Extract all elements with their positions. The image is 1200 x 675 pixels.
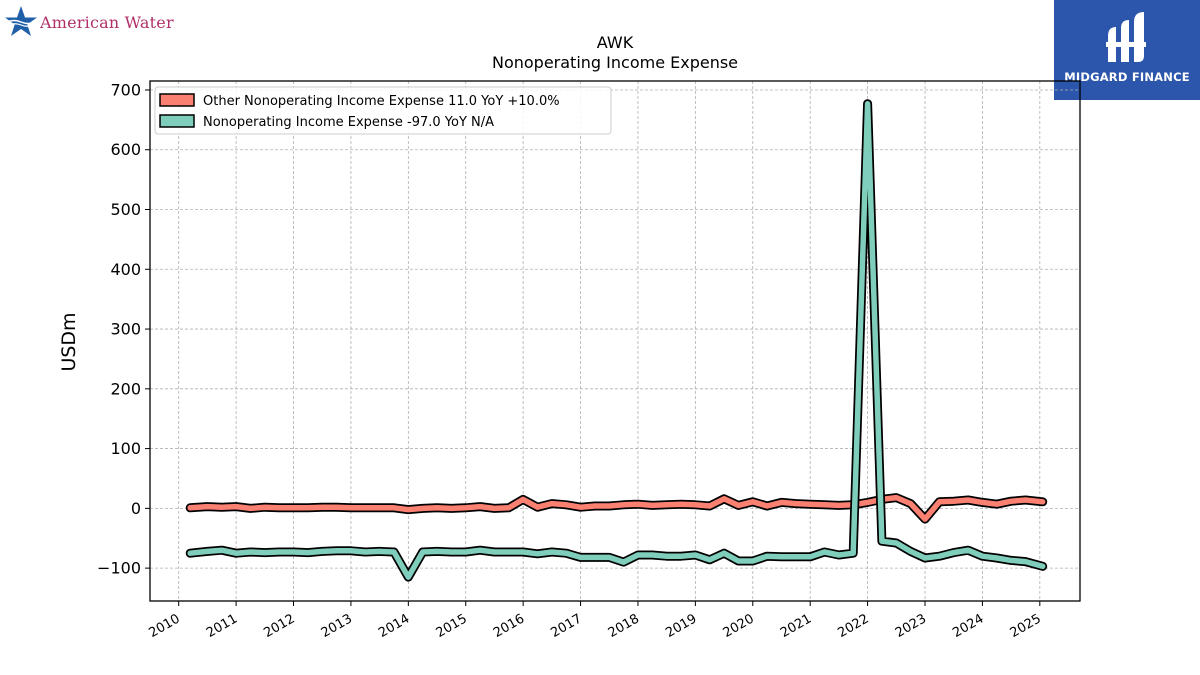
y-axis: −100 0 100 200 300 400 500 600 700 xyxy=(97,80,150,578)
american-water-logo: American Water xyxy=(4,4,174,40)
y-tick-label: 0 xyxy=(131,499,141,518)
y-tick-label: −100 xyxy=(97,559,141,578)
midgard-finance-logo: MIDGARD FINANCE xyxy=(1054,0,1200,100)
y-tick-label: 200 xyxy=(110,379,141,398)
legend-label-other-nonoperating: Other Nonoperating Income Expense 11.0 Y… xyxy=(203,94,560,109)
series-line-nonoperating xyxy=(187,100,1046,580)
x-tick-label: 2017 xyxy=(548,611,584,641)
legend-swatch-nonoperating xyxy=(159,114,195,128)
y-tick-label: 700 xyxy=(110,80,141,99)
midgard-finance-logo-text: MIDGARD FINANCE xyxy=(1064,70,1190,84)
chart-title: AWK xyxy=(597,33,634,52)
x-tick-label: 2018 xyxy=(606,611,642,641)
y-tick-label: 100 xyxy=(110,439,141,458)
grid xyxy=(150,81,1080,601)
legend-label-nonoperating: Nonoperating Income Expense -97.0 YoY N/… xyxy=(203,115,494,130)
plot-frame xyxy=(149,80,1081,602)
x-tick-label: 2016 xyxy=(491,611,527,641)
star-logo-icon xyxy=(5,6,37,36)
chart-subtitle: Nonoperating Income Expense xyxy=(492,53,738,72)
x-tick-label: 2010 xyxy=(147,611,183,641)
legend-swatch-other-nonoperating xyxy=(159,93,195,107)
y-axis-label: USDm xyxy=(58,312,80,371)
x-tick-label: 2022 xyxy=(835,611,871,641)
series-line-other-nonoperating xyxy=(187,494,1046,522)
x-axis: 2010 2011 2012 2013 2014 2015 2016 2017 2018 2019… xyxy=(147,601,1044,641)
x-tick-label: 2021 xyxy=(778,611,814,641)
legend: Other Nonoperating Income Expense 11.0 Y… xyxy=(154,86,612,135)
x-tick-label: 2014 xyxy=(376,611,412,641)
y-tick-label: 400 xyxy=(110,260,141,279)
x-tick-label: 2013 xyxy=(319,611,355,641)
x-tick-label: 2015 xyxy=(434,611,470,641)
series-layer xyxy=(185,99,1048,582)
x-tick-label: 2012 xyxy=(261,611,297,641)
midgard-finance-mark-icon xyxy=(1106,12,1146,62)
american-water-logo-text: American Water xyxy=(40,12,174,32)
x-tick-label: 2020 xyxy=(721,611,757,641)
x-tick-label: 2011 xyxy=(204,611,240,641)
x-tick-label: 2023 xyxy=(893,611,929,641)
y-tick-label: 600 xyxy=(110,140,141,159)
y-tick-label: 300 xyxy=(110,320,141,339)
x-tick-label: 2024 xyxy=(950,611,986,641)
legend-frame xyxy=(154,86,612,135)
x-tick-label: 2025 xyxy=(1008,611,1044,641)
y-tick-label: 500 xyxy=(110,200,141,219)
x-tick-label: 2019 xyxy=(663,611,699,641)
